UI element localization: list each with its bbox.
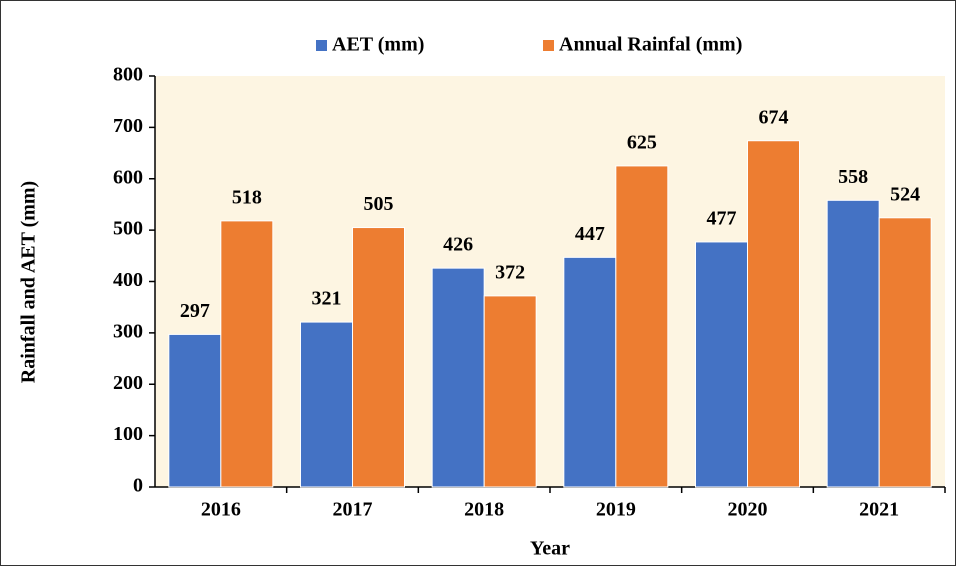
y-tick-label: 500 xyxy=(113,218,143,240)
legend-label: Annual Rainfal (mm) xyxy=(559,34,742,56)
data-label: 426 xyxy=(443,234,473,256)
bar xyxy=(563,256,617,488)
data-label: 321 xyxy=(312,288,342,310)
data-label: 625 xyxy=(627,132,657,154)
x-tick-label: 2017 xyxy=(333,499,373,521)
y-tick-label: 700 xyxy=(113,115,143,137)
data-label: 518 xyxy=(232,186,262,208)
y-tick-label: 800 xyxy=(113,64,143,86)
bar xyxy=(168,333,222,488)
x-tick-label: 2021 xyxy=(859,499,899,521)
x-tick-label: 2020 xyxy=(728,499,768,521)
bar xyxy=(747,140,800,488)
data-label: 558 xyxy=(838,166,868,188)
bar xyxy=(826,199,880,488)
legend-label: AET (mm) xyxy=(332,34,424,56)
y-tick-label: 200 xyxy=(113,372,143,394)
bar xyxy=(615,165,669,488)
bar xyxy=(300,321,353,488)
legend-swatch xyxy=(316,40,327,51)
data-label: 674 xyxy=(759,106,789,128)
bar xyxy=(878,217,932,488)
data-label: 447 xyxy=(575,223,605,245)
x-tick-label: 2019 xyxy=(596,499,636,521)
x-tick-label: 2018 xyxy=(464,499,504,521)
bar xyxy=(483,295,537,488)
data-label: 477 xyxy=(707,208,737,230)
y-tick-label: 600 xyxy=(113,166,143,188)
bar xyxy=(431,267,485,488)
bar xyxy=(695,241,748,488)
bar xyxy=(220,220,274,488)
y-tick-label: 100 xyxy=(113,423,143,445)
x-axis-label: Year xyxy=(530,538,570,560)
plot-area xyxy=(155,76,945,487)
data-label: 524 xyxy=(890,183,920,205)
legend-swatch xyxy=(543,40,554,51)
bar xyxy=(352,227,405,488)
data-label: 372 xyxy=(495,261,525,283)
y-tick-label: 300 xyxy=(113,320,143,342)
data-label: 297 xyxy=(180,300,210,322)
data-label: 505 xyxy=(364,193,394,215)
y-tick-label: 0 xyxy=(133,475,143,497)
y-axis-label: Rainfall and AET (mm) xyxy=(18,181,40,383)
x-tick-label: 2016 xyxy=(201,499,241,521)
y-tick-label: 400 xyxy=(113,269,143,291)
